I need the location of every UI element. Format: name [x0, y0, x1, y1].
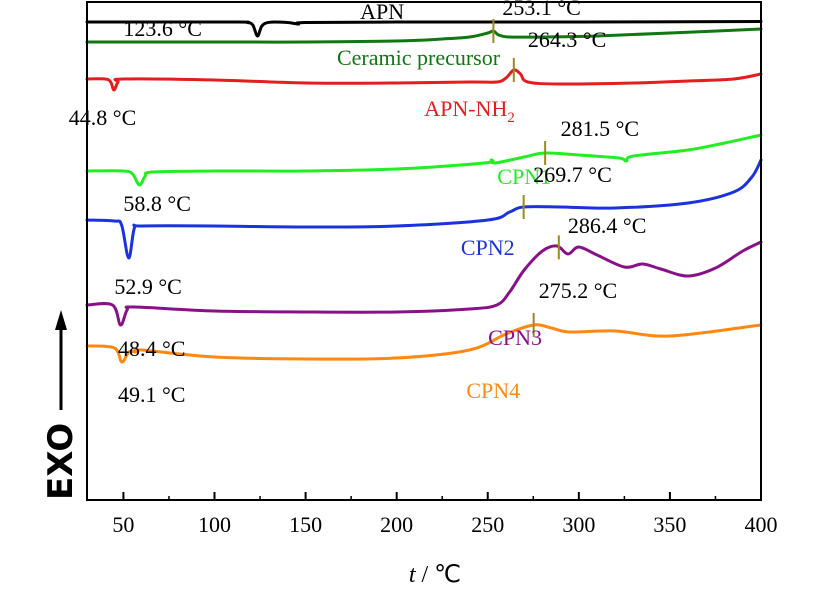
x-tick-label: 300	[562, 512, 595, 537]
series-line-apn-nh	[85, 68, 763, 92]
peak-annotation-cpn3: 48.4 °C	[118, 336, 185, 361]
x-tick-label: 50	[112, 512, 134, 537]
series-line-cpn2	[85, 158, 763, 260]
x-axis-tick-labels: 50 100 150 200 250 300 350 400	[112, 512, 777, 537]
exo-axis-label: EXO	[41, 423, 81, 500]
peak-annotation-ceramic-precursor: 253.1 °C	[502, 0, 580, 20]
x-tick-label: 100	[198, 512, 231, 537]
peak-annotation-cpn2: 52.9 °C	[114, 274, 181, 299]
series-label-cpn2: CPN2	[461, 235, 515, 260]
peak-annotation-cpn1: 281.5 °C	[561, 116, 639, 141]
peak-annotation-cpn2: 269.7 °C	[533, 162, 611, 187]
series-label-apn-nh: APN-NH2	[424, 96, 515, 126]
peak-annotation-cpn1: 58.8 °C	[123, 191, 190, 216]
x-axis-label-unit: / ℃	[416, 562, 462, 588]
peak-annotation-apn: 123.6 °C	[123, 16, 201, 41]
peak-annotation-cpn4: 49.1 °C	[118, 382, 185, 407]
x-tick-label: 250	[471, 512, 504, 537]
series-labels: APN Ceramic precursor APN-NH2 CPN1 CPN2 CPN3 C…	[337, 0, 551, 403]
x-tick-label: 350	[653, 512, 686, 537]
plot-frame	[86, 1, 762, 501]
peak-annotations: 123.6 °C 253.1 °C 264.3 °C 44.8 °C 281.5 °C 5…	[69, 0, 647, 407]
x-tick-label: 200	[380, 512, 413, 537]
peak-annotation-cpn3: 286.4 °C	[568, 213, 646, 238]
x-tick-label: 400	[745, 512, 778, 537]
series-line-ceramic-precursor	[85, 27, 763, 44]
x-axis-label: t / ℃	[409, 562, 461, 588]
x-axis-label-italic: t	[409, 562, 417, 588]
series-line-cpn1	[85, 133, 763, 187]
series-curves	[85, 20, 763, 364]
series-label-cpn1: CPN1	[497, 164, 551, 189]
series-label-cpn3: CPN3	[488, 325, 542, 350]
series-label-ceramic-precursor: Ceramic precursor	[337, 45, 501, 70]
series-line-cpn3	[85, 240, 763, 327]
peak-annotation-apn-nh: 264.3 °C	[528, 27, 606, 52]
exo-arrow	[55, 310, 67, 410]
x-axis-ticks	[122, 492, 762, 500]
peak-markers	[492, 19, 560, 337]
series-line-cpn4	[85, 323, 763, 364]
peak-annotation-cpn4: 275.2 °C	[539, 278, 617, 303]
series-label-cpn4: CPN4	[466, 378, 520, 403]
series-label-apn: APN	[360, 0, 404, 24]
peak-annotation-apn-nh: 44.8 °C	[69, 105, 136, 130]
x-tick-label: 150	[289, 512, 322, 537]
